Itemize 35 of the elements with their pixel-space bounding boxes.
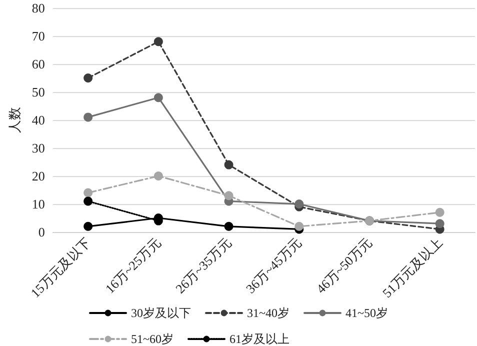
y-tick-label: 70 [32,28,45,44]
y-tick-label: 20 [32,168,45,184]
point [435,219,444,228]
legend-label: 41~50岁 [346,306,388,320]
x-tick-label: 36万~45万元 [242,234,304,296]
x-tick-label: 26万~35万元 [172,234,234,296]
legend-label: 51~60岁 [131,332,174,346]
point [84,196,93,206]
point [84,222,93,231]
legend-label: 31~40岁 [247,306,290,320]
y-axis-title: 人数 [7,107,22,133]
y-tick-label: 40 [32,112,45,128]
point [84,74,93,82]
legend-label: 61岁及以上 [230,332,290,346]
point [294,222,304,231]
x-tick-label: 51万元及以上 [379,234,446,300]
point [224,222,234,231]
point [84,188,93,198]
point [435,208,444,217]
y-tick-label: 0 [38,224,45,240]
point [294,200,304,208]
point [84,112,93,122]
y-tick-label: 30 [32,140,45,156]
point [224,160,234,170]
point [154,172,163,180]
legend-label: 30岁及以下 [131,306,192,320]
x-tick-label: 46万~50万元 [313,234,375,296]
y-tick-label: 80 [32,0,45,16]
y-tick-label: 60 [32,56,45,72]
point [224,191,234,200]
x-tick-label: 16万~25万元 [102,234,164,296]
point [154,37,163,46]
y-tick-label: 50 [32,84,45,100]
point [154,93,163,102]
y-tick-label: 10 [32,196,45,212]
